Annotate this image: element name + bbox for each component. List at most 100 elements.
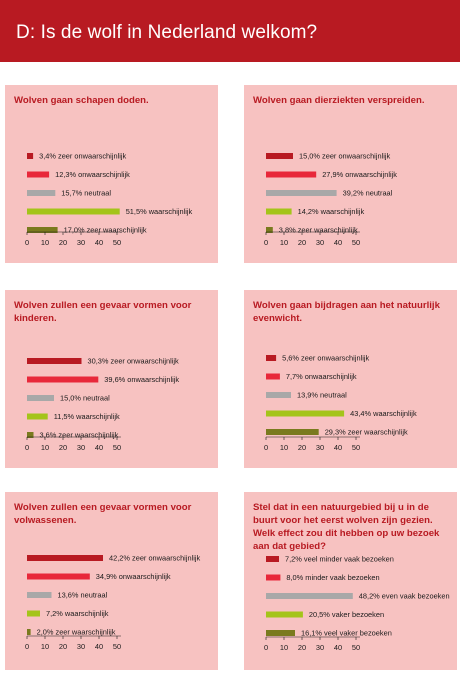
bar <box>266 392 291 398</box>
x-tick-label: 10 <box>41 443 49 452</box>
bar-value-label: 13,9% neutraal <box>297 391 347 400</box>
chart-panel-diseases: Wolven gaan dierziekten verspreiden. 15,… <box>244 85 457 263</box>
bar-value-label: 3,4% zeer onwaarschijnlijk <box>39 152 126 161</box>
bar <box>266 227 273 233</box>
bar <box>266 373 280 380</box>
bar <box>27 171 50 178</box>
x-tick-label: 20 <box>298 443 306 452</box>
x-tick-label: 20 <box>298 238 306 247</box>
bar-chart: 15,0% zeer onwaarschijnlijk 27,9% onwaars… <box>264 152 397 248</box>
bar-value-label: 7,2% veel minder vaak bezoeken <box>285 555 394 564</box>
x-tick-label: 30 <box>316 238 324 247</box>
bar <box>27 190 56 196</box>
bar <box>27 395 54 401</box>
x-tick-label: 10 <box>280 643 288 652</box>
x-tick-label: 30 <box>77 642 85 651</box>
chart-title: Wolven zullen een gevaar vormen voor vol… <box>14 502 192 526</box>
bar-chart: 42,2% zeer onwaarschijnlijk 34,9% onwaars… <box>25 554 201 652</box>
bar-value-label: 48,2% even vaak bezoeken <box>359 592 450 601</box>
x-tick-label: 0 <box>25 642 29 651</box>
bar <box>266 410 345 417</box>
page-header: D: Is de wolf in Nederland welkom? <box>0 0 460 62</box>
chart-panel-children: Wolven zullen een gevaar vormen voor kin… <box>5 290 218 468</box>
chart-panel-adults: Wolven zullen een gevaar vormen voor vol… <box>5 492 218 670</box>
bar <box>266 593 353 599</box>
bar <box>27 432 34 438</box>
x-tick-label: 50 <box>352 238 360 247</box>
bar <box>27 610 40 617</box>
bar-value-label: 51,5% waarschijnlijk <box>126 207 193 216</box>
bar <box>27 153 34 159</box>
bar-chart: 5,6% zeer onwaarschijnlijk 7,7% onwaarsch… <box>264 354 417 453</box>
bar-value-label: 11,5% waarschijnlijk <box>54 412 120 421</box>
x-tick-label: 20 <box>59 443 67 452</box>
x-tick-label: 50 <box>113 238 121 247</box>
bar <box>266 153 293 159</box>
chart-panel-sheep: Wolven gaan schapen doden. 3,4% zeer onw… <box>5 85 218 263</box>
x-tick-label: 40 <box>95 443 103 452</box>
bar-value-label: 3,8% zeer waarschijnlijk <box>279 226 358 235</box>
bar <box>266 630 295 636</box>
bar <box>27 629 31 635</box>
bar-value-label: 7,2% waarschijnlijk <box>46 609 109 618</box>
x-tick-label: 40 <box>334 643 342 652</box>
x-tick-label: 10 <box>280 238 288 247</box>
x-tick-label: 50 <box>352 643 360 652</box>
bar-value-label: 29,3% zeer waarschijnlijk <box>325 428 408 437</box>
page-title: D: Is de wolf in Nederland welkom? <box>16 22 318 43</box>
bar-chart: 3,4% zeer onwaarschijnlijk 12,3% onwaarsc… <box>25 152 193 248</box>
bar <box>27 413 48 420</box>
bar-value-label: 39,6% onwaarschijnlijk <box>104 375 179 384</box>
bar <box>266 574 281 581</box>
bar <box>266 611 303 618</box>
bar <box>27 227 58 233</box>
chart-title: Stel dat in een natuurgebied bij u in de… <box>253 502 440 552</box>
bar <box>27 573 90 580</box>
bar <box>266 190 337 196</box>
bar-value-label: 15,0% neutraal <box>60 394 110 403</box>
bar-value-label: 8,0% minder vaak bezoeken <box>286 573 379 582</box>
x-tick-label: 30 <box>316 643 324 652</box>
bar <box>27 592 52 598</box>
x-tick-label: 30 <box>77 443 85 452</box>
x-tick-label: 20 <box>59 642 67 651</box>
bar <box>266 429 319 435</box>
bar-value-label: 12,3% onwaarschijnlijk <box>55 170 130 179</box>
bar-value-label: 27,9% onwaarschijnlijk <box>322 170 397 179</box>
x-tick-label: 0 <box>264 443 268 452</box>
bar-chart: 30,3% zeer onwaarschijnlijk 39,6% onwaars… <box>25 357 180 453</box>
x-tick-label: 10 <box>41 238 49 247</box>
x-tick-label: 50 <box>113 443 121 452</box>
bar-value-label: 3,6% zeer waarschijnlijk <box>40 431 119 440</box>
x-tick-label: 50 <box>352 443 360 452</box>
x-tick-label: 20 <box>59 238 67 247</box>
bar-value-label: 14,2% waarschijnlijk <box>298 207 365 216</box>
bar <box>266 355 277 361</box>
x-tick-label: 0 <box>25 238 29 247</box>
bar-value-label: 42,2% zeer onwaarschijnlijk <box>109 554 201 563</box>
bar <box>27 358 82 364</box>
x-tick-label: 0 <box>264 643 268 652</box>
bar-value-label: 30,3% zeer onwaarschijnlijk <box>88 357 180 366</box>
bar-value-label: 15,0% zeer onwaarschijnlijk <box>299 152 391 161</box>
chart-title: Wolven gaan schapen doden. <box>14 95 149 106</box>
x-tick-label: 10 <box>41 642 49 651</box>
bar-value-label: 17,0% zeer waarschijnlijk <box>64 226 147 235</box>
x-tick-label: 20 <box>298 643 306 652</box>
bar <box>266 208 292 215</box>
bar <box>266 171 317 178</box>
bar-chart: 7,2% veel minder vaak bezoeken 8,0% minde… <box>264 555 450 653</box>
bar-value-label: 34,9% onwaarschijnlijk <box>96 572 171 581</box>
bar-value-label: 15,7% neutraal <box>61 189 111 198</box>
bar-value-label: 20,5% vaker bezoeken <box>309 610 384 619</box>
bar <box>27 376 99 383</box>
bar-value-label: 2,0% zeer waarschijnlijk <box>37 628 116 637</box>
bar <box>27 208 120 215</box>
chart-panel-balance: Wolven gaan bijdragen aan het natuurlijk… <box>244 290 457 468</box>
x-tick-label: 10 <box>280 443 288 452</box>
bar-value-label: 5,6% zeer onwaarschijnlijk <box>282 354 369 363</box>
bar-value-label: 43,4% waarschijnlijk <box>350 409 417 418</box>
x-tick-label: 0 <box>25 443 29 452</box>
x-tick-label: 30 <box>316 443 324 452</box>
x-tick-label: 0 <box>264 238 268 247</box>
